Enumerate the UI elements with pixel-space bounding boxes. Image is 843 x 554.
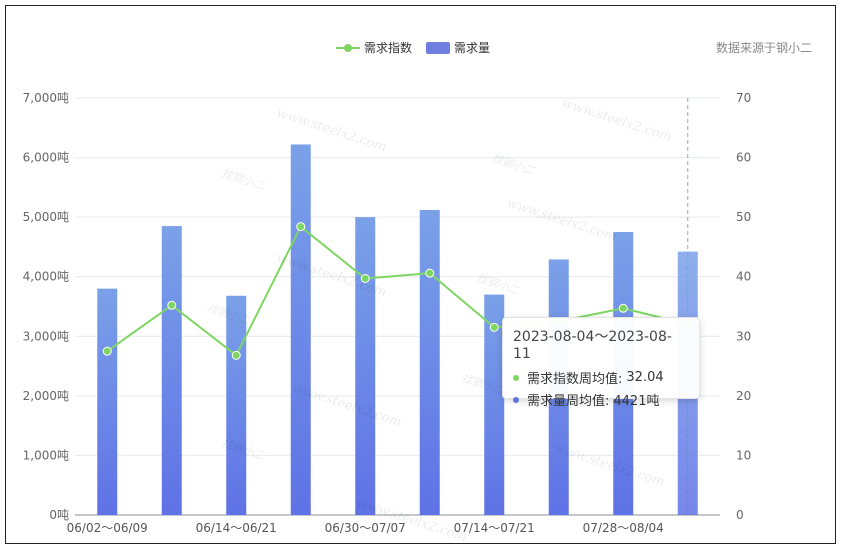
- legend-item-bar[interactable]: 需求量: [426, 39, 490, 56]
- y-left-tick-label: 7,000吨: [23, 91, 69, 105]
- line-series: [106, 225, 688, 357]
- x-tick-label: 07/14～07/21: [454, 521, 535, 535]
- line-point: [360, 274, 370, 284]
- y-left-tick-label: 1,000吨: [23, 448, 69, 462]
- line-point: [167, 300, 177, 310]
- watermark-url: www.steelx2.com: [553, 441, 667, 491]
- source-note: 数据来源于钢小二: [715, 41, 812, 55]
- bar: [419, 209, 440, 515]
- y-left-tick-label: 3,000吨: [23, 329, 69, 343]
- y-left-tick-label: 2,000吨: [23, 389, 69, 403]
- y-left-tick-label: 6,000吨: [23, 151, 69, 165]
- chart-frame: 0吨 0 1,000吨 10 2,000吨 20 3,000吨 30 4,000吨 40 5,000…: [5, 5, 836, 545]
- tooltip-line-value: 32.04: [626, 370, 664, 385]
- legend-item-line[interactable]: 需求指数: [336, 39, 412, 56]
- y-right-tick-label: 60: [736, 151, 751, 165]
- tooltip-row-line: 需求指数周均值: 32.04: [513, 368, 689, 387]
- y-right-tick-label: 20: [736, 389, 751, 403]
- watermark-logo: 找钢小二: [490, 151, 537, 177]
- legend-line-symbol: [336, 43, 360, 53]
- bar: [355, 217, 376, 515]
- line-point: [296, 222, 306, 232]
- tooltip-row-bar: 需求量周均值: 4421吨: [513, 390, 689, 409]
- y-left-tick-label: 0吨: [49, 508, 69, 522]
- x-tick-label: 07/28～08/04: [583, 521, 664, 535]
- line-point: [618, 303, 628, 313]
- y-right-tick-label: 30: [736, 329, 751, 343]
- tooltip-line-label: 需求指数周均值:: [527, 372, 623, 387]
- tooltip-bar-value: 4421吨: [613, 394, 660, 409]
- watermark-url: www.steelx2.com: [560, 96, 674, 146]
- bar: [161, 226, 182, 516]
- x-tick-label: 06/30～07/07: [325, 521, 406, 535]
- tooltip-bar-label: 需求量周均值:: [527, 394, 610, 409]
- watermark-logo: 找钢小二: [220, 166, 267, 192]
- legend-bar-symbol: [426, 41, 451, 54]
- bar: [290, 144, 311, 516]
- line-point: [489, 322, 499, 332]
- line-point: [425, 268, 435, 278]
- y-left-tick-label: 5,000吨: [23, 210, 69, 224]
- legend-bar-label: 需求量: [454, 41, 491, 55]
- watermark-logo: 找钢小二: [475, 271, 522, 297]
- bar: [97, 288, 118, 515]
- chart-canvas: 0吨 0 1,000吨 10 2,000吨 20 3,000吨 30 4,000吨 40 5,000…: [23, 91, 752, 545]
- x-tick-label: 06/14～06/21: [196, 521, 277, 535]
- tooltip: 2023-08-04～2023-08-11 需求指数周均值: 32.04 需求量…: [502, 317, 700, 409]
- watermark-url: www.steelx2.com: [505, 196, 619, 246]
- legend: 需求指数 需求量: [336, 39, 504, 56]
- bar: [484, 294, 505, 515]
- line-point: [231, 350, 241, 360]
- tooltip-bar-dot: [513, 396, 519, 403]
- y-right-tick-label: 0: [736, 508, 744, 522]
- bar: [226, 295, 247, 515]
- x-tick-label: 06/02～06/09: [67, 521, 148, 535]
- y-right-tick-label: 10: [736, 448, 751, 462]
- y-right-tick-label: 40: [736, 270, 751, 284]
- legend-line-label: 需求指数: [364, 41, 413, 55]
- tooltip-title: 2023-08-04～2023-08-11: [513, 329, 672, 362]
- y-right-tick-label: 50: [736, 210, 751, 224]
- line-point: [102, 346, 112, 356]
- y-left-tick-label: 4,000吨: [23, 270, 69, 284]
- tooltip-line-dot: [513, 374, 519, 381]
- y-right-tick-label: 70: [736, 91, 751, 105]
